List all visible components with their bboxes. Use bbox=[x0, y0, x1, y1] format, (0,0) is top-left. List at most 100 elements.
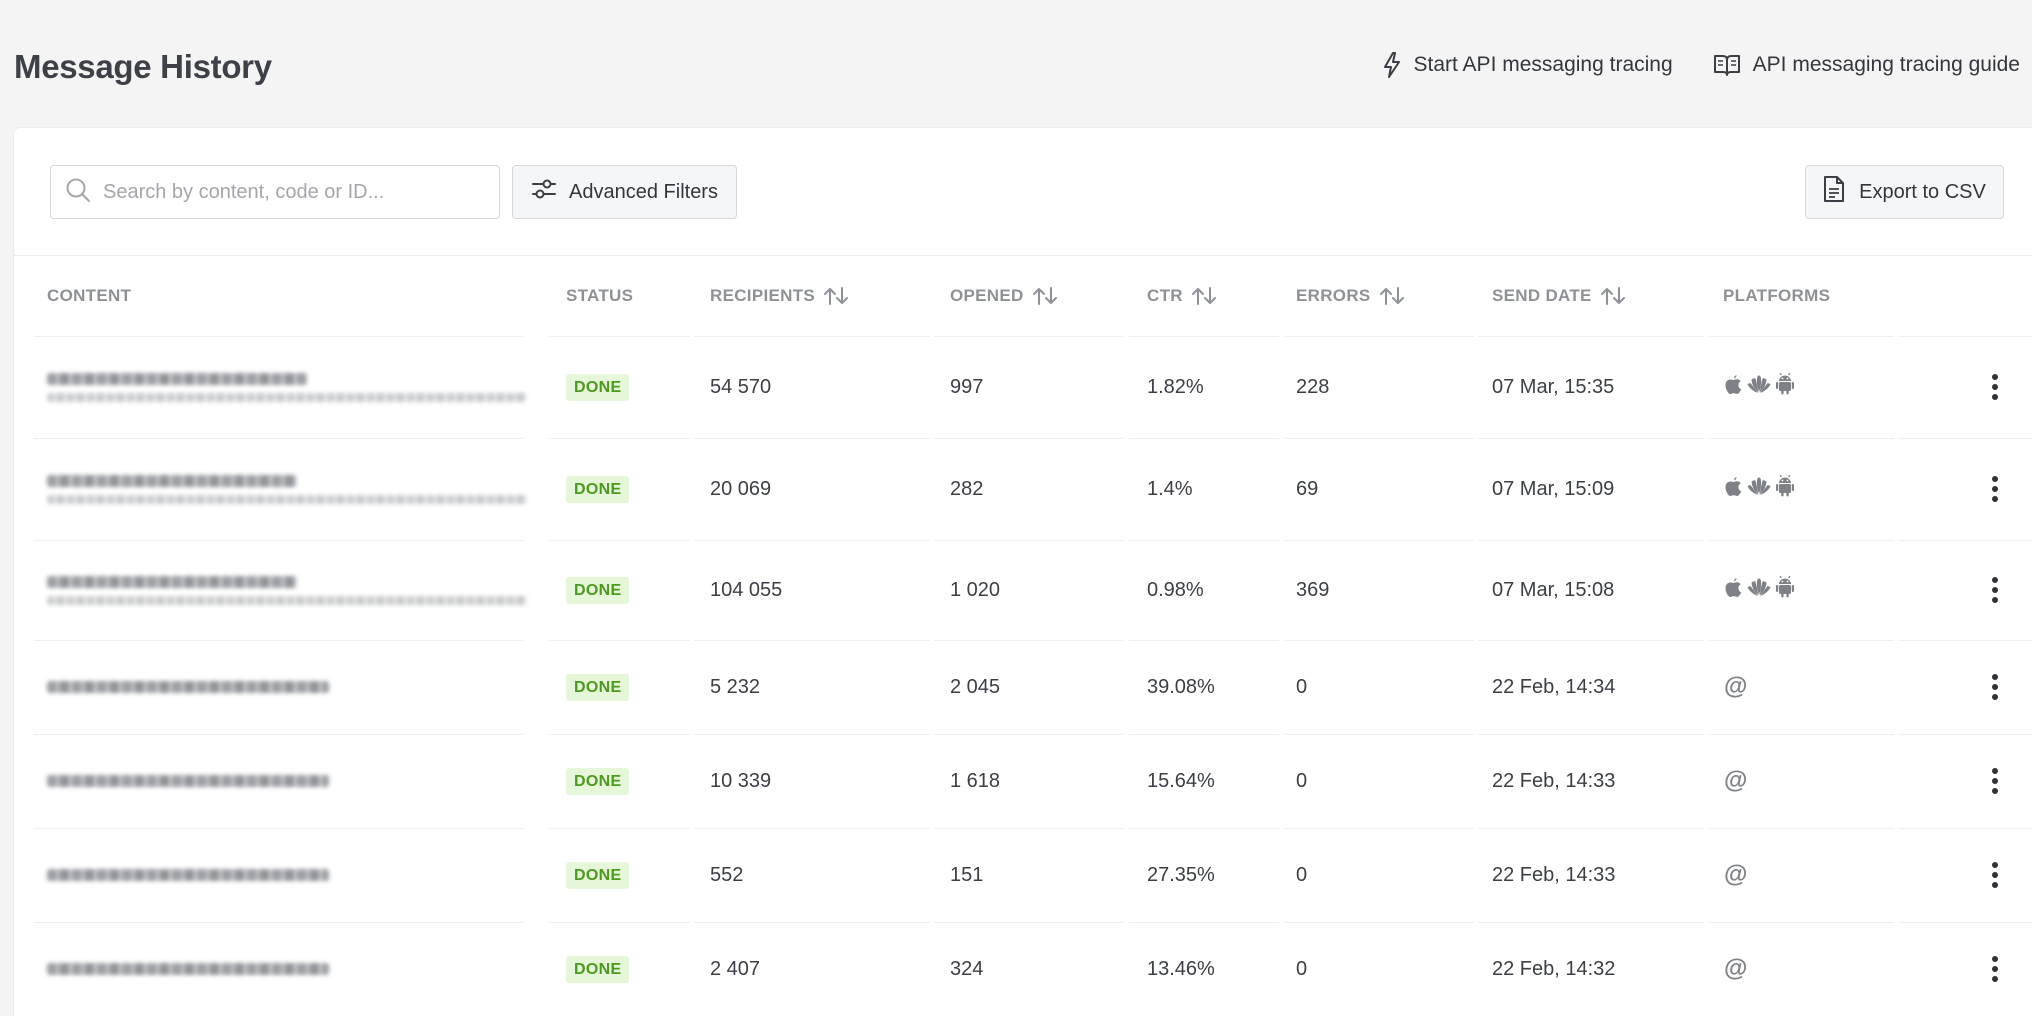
errors-cell: 0 bbox=[1296, 640, 1307, 734]
recipients-value: 104 055 bbox=[710, 578, 783, 601]
email-icon: @ bbox=[1724, 955, 1748, 982]
send-date-cell: 22 Feb, 14:32 bbox=[1492, 922, 1615, 1016]
table-row[interactable]: DONE 54 570 997 1.82% 228 07 Mar, 15:35 bbox=[14, 336, 2032, 438]
apple-icon bbox=[1724, 475, 1743, 503]
page-title: Message History bbox=[14, 48, 272, 85]
tracing-guide-link[interactable]: API messaging tracing guide bbox=[1713, 53, 2020, 77]
opened-cell: 151 bbox=[950, 828, 983, 922]
sliders-icon bbox=[531, 178, 557, 206]
android-icon bbox=[1775, 575, 1795, 604]
row-divider bbox=[549, 922, 689, 1016]
row-divider bbox=[549, 734, 689, 828]
row-menu-cell bbox=[1980, 438, 2010, 540]
opened-value: 324 bbox=[950, 957, 984, 980]
export-csv-button[interactable]: Export to CSV bbox=[1805, 165, 2004, 219]
email-icon: @ bbox=[1724, 673, 1748, 700]
row-divider bbox=[1479, 828, 1704, 922]
column-label: SEND DATE bbox=[1492, 286, 1592, 305]
row-divider bbox=[1899, 640, 2032, 734]
table-row[interactable]: DONE 104 055 1 020 0.98% 369 07 Mar, 15:08 bbox=[14, 540, 2032, 640]
row-divider bbox=[1899, 828, 2032, 922]
opened-value: 282 bbox=[950, 477, 984, 500]
send-date-value: 22 Feb, 14:34 bbox=[1492, 675, 1616, 698]
content-cell[interactable] bbox=[47, 438, 527, 540]
opened-cell: 282 bbox=[950, 438, 983, 540]
status-cell: DONE bbox=[566, 336, 630, 438]
sort-icon[interactable] bbox=[823, 286, 849, 306]
status-cell: DONE bbox=[566, 828, 630, 922]
start-tracing-button[interactable]: Start API messaging tracing bbox=[1382, 52, 1673, 78]
platform-icons: @ bbox=[1724, 673, 1747, 701]
errors-cell: 0 bbox=[1296, 922, 1307, 1016]
column-header-ctr[interactable]: CTR bbox=[1147, 256, 1217, 336]
email-icon: @ bbox=[1724, 767, 1748, 794]
errors-value: 0 bbox=[1296, 769, 1308, 792]
more-options-icon[interactable] bbox=[1980, 761, 2010, 801]
content-cell[interactable] bbox=[47, 640, 329, 734]
row-divider bbox=[549, 540, 689, 640]
column-header-errors[interactable]: ERRORS bbox=[1296, 256, 1405, 336]
table-row[interactable]: DONE 552 151 27.35% 0 22 Feb, 14:33 @ bbox=[14, 828, 2032, 922]
row-divider bbox=[934, 336, 1124, 438]
row-divider bbox=[694, 828, 929, 922]
row-divider bbox=[1284, 336, 1474, 438]
document-icon bbox=[1823, 175, 1845, 209]
status-badge: DONE bbox=[566, 373, 630, 401]
status-badge: DONE bbox=[566, 767, 630, 795]
more-options-icon[interactable] bbox=[1980, 570, 2010, 610]
content-cell[interactable] bbox=[47, 922, 329, 1016]
send-date-cell: 22 Feb, 14:34 bbox=[1492, 640, 1615, 734]
column-header-opened[interactable]: OPENED bbox=[950, 256, 1058, 336]
redacted-content-body bbox=[47, 494, 527, 504]
row-divider bbox=[934, 734, 1124, 828]
column-header-recipients[interactable]: RECIPIENTS bbox=[710, 256, 849, 336]
content-cell[interactable] bbox=[47, 540, 527, 640]
apple-icon bbox=[1724, 576, 1743, 604]
sort-icon[interactable] bbox=[1379, 286, 1405, 306]
search-box[interactable] bbox=[50, 165, 500, 219]
more-options-icon[interactable] bbox=[1980, 855, 2010, 895]
huawei-icon bbox=[1746, 577, 1772, 603]
table-row[interactable]: DONE 2 407 324 13.46% 0 22 Feb, 14:32 @ bbox=[14, 922, 2032, 1016]
sort-icon[interactable] bbox=[1032, 286, 1058, 306]
sort-icon[interactable] bbox=[1191, 286, 1217, 306]
row-menu-cell bbox=[1980, 922, 2010, 1016]
recipients-cell: 5 232 bbox=[710, 640, 760, 734]
more-options-icon[interactable] bbox=[1980, 949, 2010, 989]
column-header-send-date[interactable]: SEND DATE bbox=[1492, 256, 1626, 336]
platform-icons bbox=[1724, 372, 1795, 401]
content-cell[interactable] bbox=[47, 734, 329, 828]
platform-icons bbox=[1724, 474, 1795, 503]
ctr-value: 39.08% bbox=[1147, 675, 1215, 698]
send-date-value: 07 Mar, 15:35 bbox=[1492, 375, 1615, 398]
column-label: PLATFORMS bbox=[1723, 286, 1831, 305]
row-divider bbox=[1129, 828, 1279, 922]
more-options-icon[interactable] bbox=[1980, 367, 2010, 407]
more-options-icon[interactable] bbox=[1980, 469, 2010, 509]
row-divider bbox=[1129, 640, 1279, 734]
table-row[interactable]: DONE 5 232 2 045 39.08% 0 22 Feb, 14:34 @ bbox=[14, 640, 2032, 734]
more-options-icon[interactable] bbox=[1980, 667, 2010, 707]
row-divider bbox=[1709, 922, 1894, 1016]
content-cell[interactable] bbox=[47, 336, 527, 438]
advanced-filters-button[interactable]: Advanced Filters bbox=[512, 165, 737, 219]
recipients-cell: 54 570 bbox=[710, 336, 771, 438]
table-row[interactable]: DONE 10 339 1 618 15.64% 0 22 Feb, 14:33 @ bbox=[14, 734, 2032, 828]
redacted-content-title bbox=[47, 963, 329, 975]
header-actions: Start API messaging tracing API messagin… bbox=[1382, 52, 2020, 78]
sort-icon[interactable] bbox=[1600, 286, 1626, 306]
send-date-cell: 07 Mar, 15:08 bbox=[1492, 540, 1614, 640]
recipients-cell: 552 bbox=[710, 828, 743, 922]
column-label: CONTENT bbox=[47, 286, 132, 305]
table-row[interactable]: DONE 20 069 282 1.4% 69 07 Mar, 15:09 bbox=[14, 438, 2032, 540]
row-divider bbox=[1284, 640, 1474, 734]
row-divider bbox=[1284, 734, 1474, 828]
redacted-content-title bbox=[47, 372, 307, 385]
search-input[interactable] bbox=[103, 180, 483, 204]
redacted-content-title bbox=[47, 474, 297, 487]
recipients-value: 20 069 bbox=[710, 477, 772, 500]
ctr-cell: 0.98% bbox=[1147, 540, 1204, 640]
status-cell: DONE bbox=[566, 734, 630, 828]
content-cell[interactable] bbox=[47, 828, 329, 922]
row-divider bbox=[1129, 336, 1279, 438]
